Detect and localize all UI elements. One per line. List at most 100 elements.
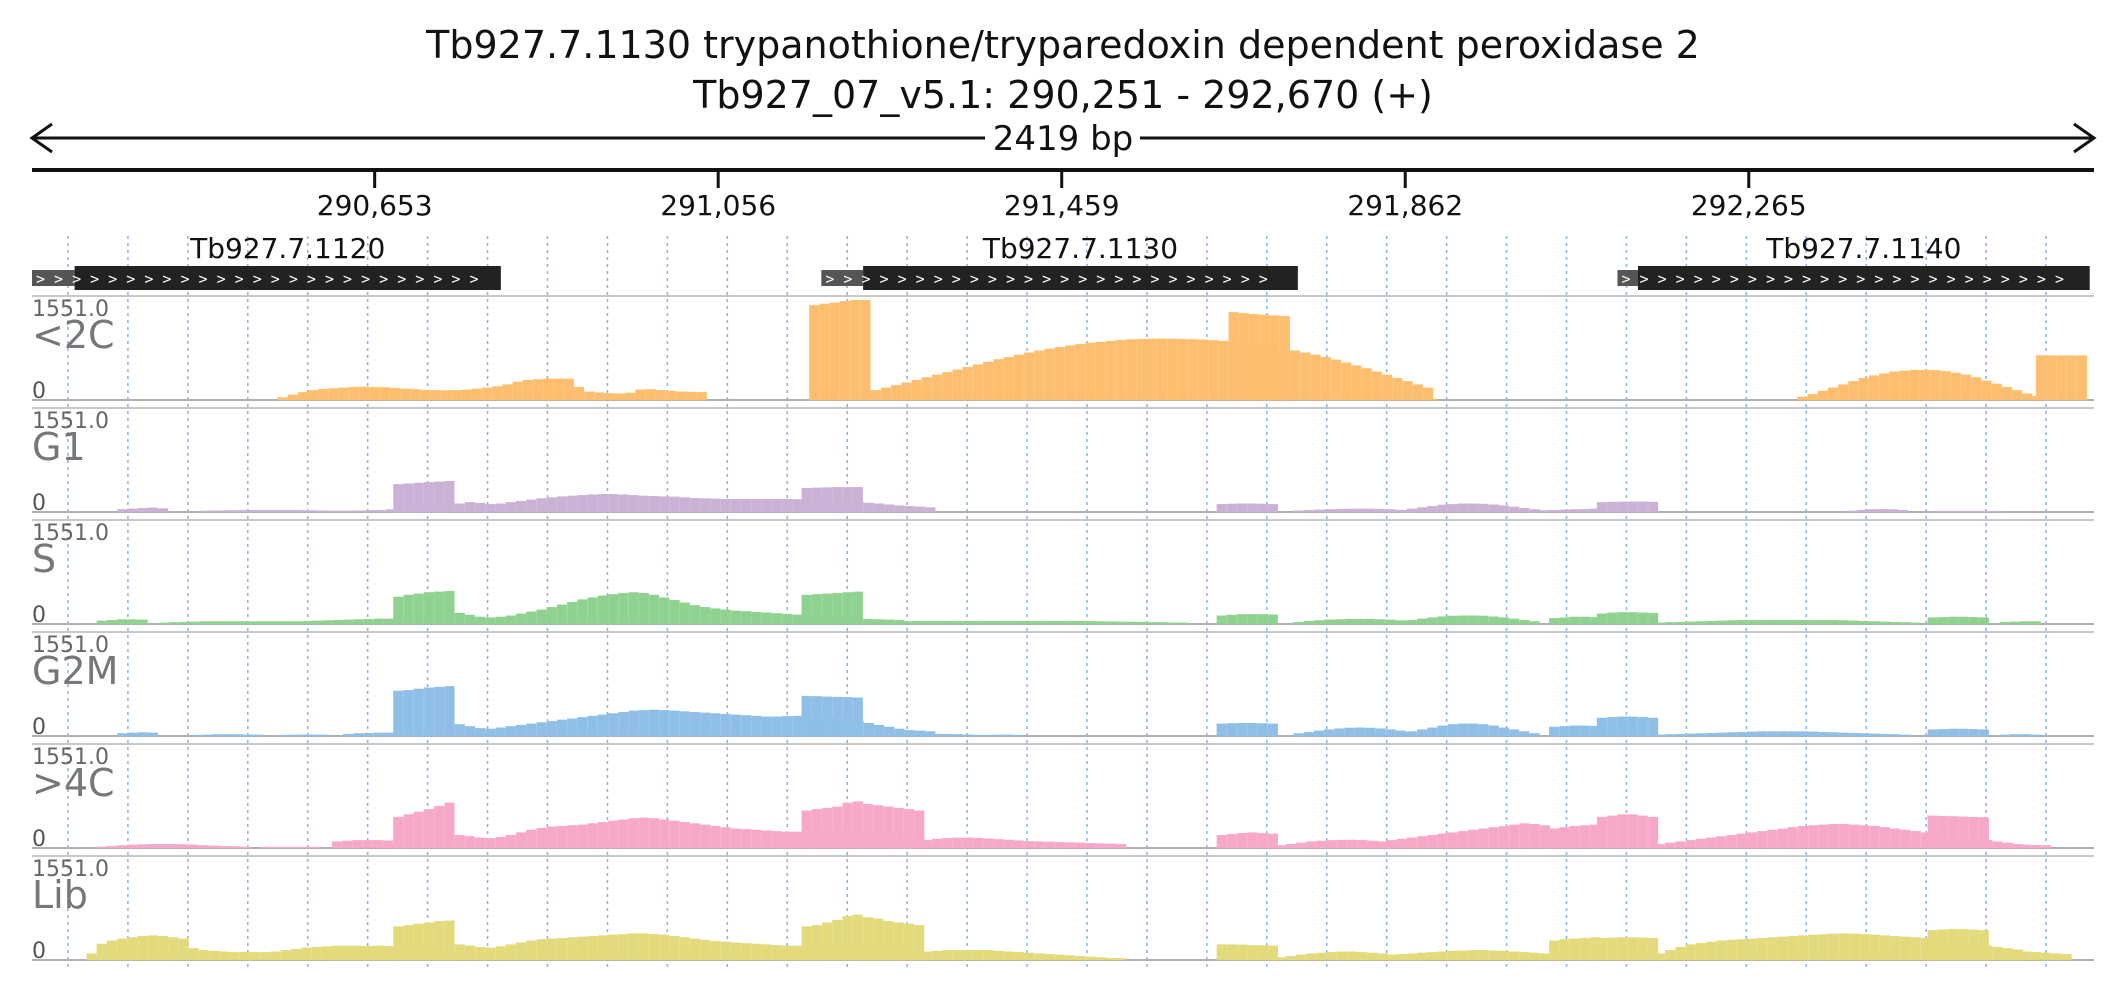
- coverage-bar: [1406, 837, 1417, 849]
- coverage-bar: [850, 299, 861, 401]
- coverage-bar: [921, 620, 932, 625]
- x-axis-ticks: 290,653 291,056 291,459 291,862 292,265: [317, 170, 1807, 222]
- coverage-bar: [638, 817, 649, 849]
- coverage-bar: [1509, 729, 1520, 737]
- track-name: S: [32, 537, 56, 581]
- coverage-bar: [679, 937, 690, 961]
- coverage-bar: [1300, 352, 1311, 401]
- coverage-bar: [1559, 509, 1570, 513]
- coverage-bar: [862, 804, 874, 849]
- coverage-bar: [1427, 952, 1438, 961]
- coverage-bar: [1402, 381, 1413, 401]
- coverage-bar: [730, 714, 741, 737]
- coverage-bar: [1341, 362, 1352, 401]
- coverage-bar: [413, 923, 424, 961]
- coverage-bar: [730, 610, 741, 625]
- coverage-bar: [505, 615, 516, 625]
- coverage-bar: [1509, 618, 1520, 625]
- coverage-bar: [546, 721, 557, 737]
- coverage-bar: [1316, 840, 1327, 849]
- coverage-bar: [1344, 619, 1355, 625]
- coverage-bar: [376, 509, 387, 513]
- coverage-bar: [1887, 509, 1898, 513]
- coverage-bar: [1777, 731, 1788, 737]
- coverage-bar: [1968, 929, 1979, 961]
- coverage-bar: [1627, 612, 1638, 625]
- coverage-bar: [1726, 939, 1737, 961]
- coverage-bar: [1247, 722, 1258, 737]
- coverage-bar: [942, 838, 953, 849]
- coverage-bar: [199, 621, 210, 625]
- coverage-bar: [1075, 955, 1086, 961]
- coverage-bar: [1095, 957, 1106, 961]
- coverage-bar: [1897, 509, 1908, 513]
- coverage-bar: [1216, 944, 1227, 961]
- coverage-bar: [1869, 621, 1880, 625]
- gene-strand-arrows: > > > > > > > > > > > > > > > > > > > > …: [36, 270, 479, 288]
- coverage-bar: [1596, 717, 1608, 737]
- coverage-bar: [281, 621, 292, 625]
- coverage-bar: [1105, 621, 1117, 625]
- coverage-bar: [1787, 619, 1798, 625]
- coverage-bar: [222, 510, 233, 513]
- coverage-bar: [1958, 928, 1969, 961]
- coverage-bar: [2076, 355, 2087, 401]
- coverage-bar: [1607, 612, 1618, 625]
- coverage-bar: [1313, 509, 1325, 513]
- coverage-bar: [1879, 827, 1891, 849]
- coverage-bar: [1237, 944, 1248, 961]
- coverage-bar: [464, 836, 476, 849]
- coverage-bar: [1808, 934, 1819, 961]
- coverage-bar: [1569, 509, 1580, 513]
- coverage-bar: [1539, 953, 1550, 961]
- coverage-bar: [904, 506, 915, 513]
- coverage-bar: [1797, 396, 1808, 401]
- coverage-bar: [393, 690, 404, 737]
- coverage-bar: [1054, 842, 1065, 849]
- coverage-bar: [239, 952, 250, 961]
- coverage-bar: [318, 734, 329, 737]
- coverage-bar: [1385, 509, 1396, 513]
- coverage-bar: [811, 594, 822, 625]
- coverage-bar: [1406, 731, 1417, 737]
- coverage-bar: [1238, 313, 1250, 401]
- coverage-bar: [1937, 815, 1948, 849]
- coverage-bar: [1787, 935, 1798, 961]
- coverage-bar: [1488, 616, 1499, 625]
- coverage-bar: [1937, 929, 1948, 961]
- coverage-bar: [1136, 621, 1147, 625]
- coverage-bar: [475, 502, 486, 513]
- coverage-bar: [485, 728, 496, 737]
- coverage-bar: [1257, 833, 1268, 849]
- coverage-bar: [811, 487, 822, 513]
- coverage-bar: [1488, 504, 1499, 513]
- coverage-bar: [689, 497, 701, 513]
- coverage-bar: [781, 836, 792, 849]
- coverage-bar: [1085, 621, 1096, 625]
- coverage-bar: [1818, 619, 1829, 625]
- coverage-bar: [1013, 620, 1024, 625]
- coverage-bar: [1798, 825, 1809, 849]
- coverage-bar: [1013, 840, 1024, 849]
- coverage-bar: [659, 934, 670, 961]
- coverage-bar: [383, 618, 395, 625]
- coverage-bar: [1509, 951, 1520, 961]
- coverage-bar: [1013, 734, 1024, 737]
- coverage-bar: [434, 686, 445, 737]
- coverage-bar: [1075, 344, 1086, 401]
- coverage-bar: [253, 734, 264, 737]
- chart-title: Tb927.7.1130 trypanothione/tryparedoxin …: [425, 23, 1700, 67]
- coverage-bar: [1498, 950, 1509, 961]
- coverage-bar: [1412, 384, 1423, 401]
- coverage-bar: [689, 605, 701, 625]
- coverage-bar: [198, 950, 210, 961]
- coverage-bar: [1529, 733, 1540, 737]
- coverage-bar: [1596, 613, 1608, 625]
- coverage-bar: [393, 926, 404, 961]
- coverage-bar: [791, 834, 802, 849]
- coverage-bar: [649, 709, 660, 737]
- coverage-bar: [911, 620, 922, 625]
- coverage-bar: [669, 599, 680, 625]
- coverage-bar: [1116, 843, 1127, 849]
- coverage-bar: [1890, 621, 1901, 625]
